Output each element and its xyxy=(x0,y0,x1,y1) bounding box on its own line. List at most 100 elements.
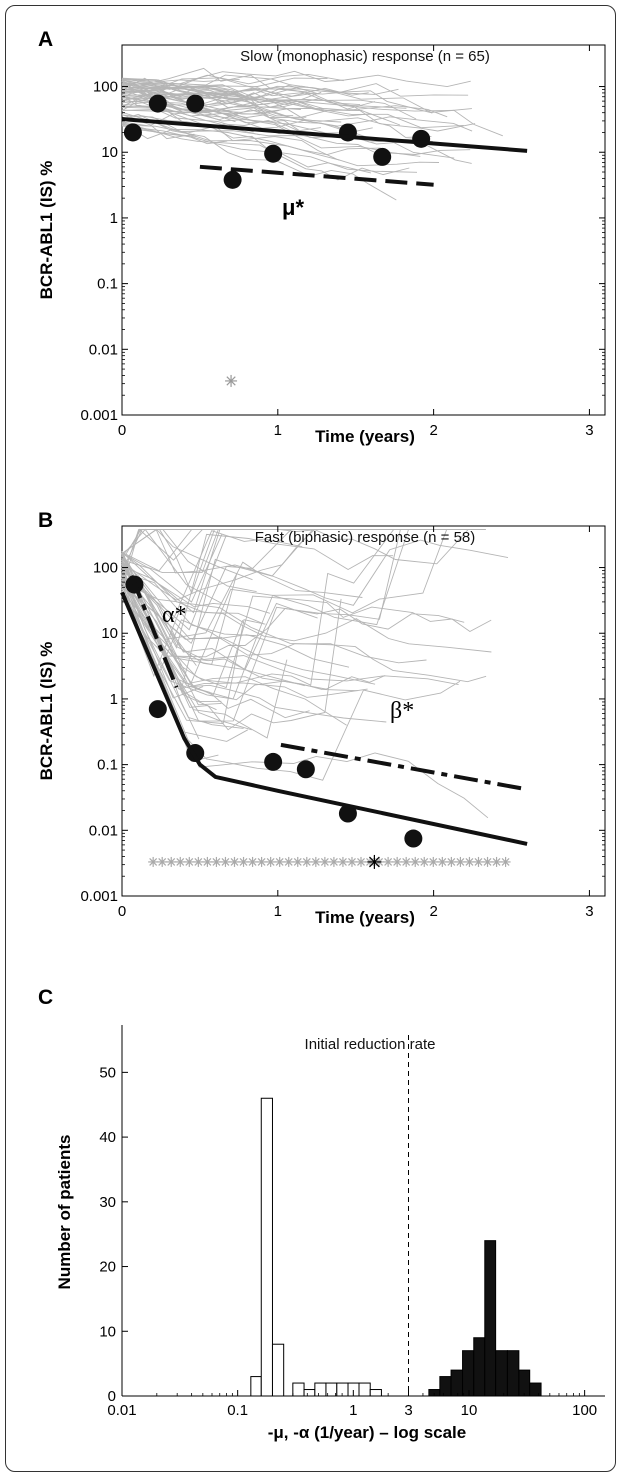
fit-line xyxy=(121,117,528,153)
patient-trace xyxy=(121,530,303,620)
data-point xyxy=(123,123,142,142)
detection-limit-marker xyxy=(401,856,412,867)
patient-trace xyxy=(121,85,230,107)
patient-trace xyxy=(121,78,351,115)
detection-limit-marker xyxy=(473,856,484,867)
panel-b-alpha-label: α* xyxy=(162,602,187,628)
detection-limit-marker xyxy=(247,856,258,867)
y-tick-label: 100 xyxy=(93,560,118,577)
slope-line xyxy=(280,742,528,792)
patient-trace xyxy=(121,84,210,92)
x-tick-label: 2 xyxy=(429,422,437,439)
patient-trace xyxy=(121,109,254,133)
histogram-bar xyxy=(462,1350,475,1397)
data-point xyxy=(296,760,315,779)
detection-limit-marker xyxy=(256,856,267,867)
patient-trace xyxy=(121,529,394,572)
patient-trace xyxy=(121,123,372,174)
figure-frame xyxy=(5,5,616,1472)
y-tick-label: 0 xyxy=(108,1388,116,1405)
data-point xyxy=(412,129,431,148)
patient-trace xyxy=(121,529,257,593)
data-point xyxy=(148,700,167,719)
patient-trace xyxy=(121,78,347,132)
y-tick-label: 0.001 xyxy=(80,407,118,424)
x-tick-label: 3 xyxy=(404,1402,412,1419)
x-tick-label: 0 xyxy=(118,422,126,439)
panel-c-x-ticks: 0.01 0.1 1 3 10 100 xyxy=(107,1390,597,1419)
patient-trace xyxy=(121,533,223,603)
x-tick-label: 0 xyxy=(118,903,126,920)
detection-limit-marker xyxy=(175,856,186,867)
detection-limit-marker xyxy=(346,856,357,867)
detection-limit-marker xyxy=(410,856,421,867)
x-tick-label: 1 xyxy=(274,422,282,439)
fit-line xyxy=(120,591,528,846)
panel-a-plot-area xyxy=(121,44,606,416)
panel-c-letter: C xyxy=(38,986,53,1009)
patient-trace xyxy=(121,552,487,683)
y-tick-label: 20 xyxy=(99,1259,116,1276)
detection-limit-marker xyxy=(482,856,493,867)
x-tick-label: 10 xyxy=(461,1402,478,1419)
detection-limit-marker xyxy=(328,856,339,867)
y-tick-label: 0.1 xyxy=(97,276,118,293)
panel-b-x-ticks: 0 1 2 3 xyxy=(118,526,594,920)
histogram-bar xyxy=(271,1343,285,1397)
detection-limit-marker xyxy=(383,856,394,867)
histogram-bar xyxy=(260,1097,273,1397)
x-tick-label: 1 xyxy=(274,903,282,920)
patient-trace xyxy=(121,529,219,574)
panel-a-y-label: BCR-ABL1 (IS) % xyxy=(37,161,56,300)
patient-trace xyxy=(121,80,399,100)
patient-trace xyxy=(121,94,280,115)
panel-c: C Initial reduction rate 0 10 20 30 40 50 0.0… xyxy=(38,986,605,1442)
histogram-bar xyxy=(314,1382,327,1397)
y-tick-label: 1 xyxy=(110,210,118,227)
panel-c-y-ticks: 0 10 20 30 40 50 xyxy=(99,1064,128,1405)
panel-b: B Fast (biphasic) response (n = 58) α* β… xyxy=(37,509,606,927)
detection-limit-marker xyxy=(157,856,168,867)
detection-limit-marker xyxy=(229,856,240,867)
histogram-bar xyxy=(495,1350,508,1397)
data-point xyxy=(404,829,423,848)
x-tick-label: 3 xyxy=(585,903,593,920)
panel-b-letter: B xyxy=(38,509,53,532)
highlight-asterisk xyxy=(367,854,382,869)
y-tick-label: 1 xyxy=(110,691,118,708)
panel-a-mu-label: μ* xyxy=(282,195,304,220)
x-tick-label: 100 xyxy=(572,1402,597,1419)
panel-b-x-label: Time (years) xyxy=(315,908,415,927)
panel-a-y-ticks: 0.001 0.01 0.1 1 10 100 xyxy=(80,79,605,424)
histogram-bar xyxy=(369,1389,382,1397)
detection-limit-marker xyxy=(301,856,312,867)
detection-limit-marker xyxy=(166,856,177,867)
patient-trace xyxy=(121,77,328,87)
detection-limit-marker xyxy=(211,856,222,867)
patient-trace xyxy=(121,84,319,106)
histogram-bar xyxy=(484,1240,497,1397)
patient-trace xyxy=(121,529,414,686)
patient-trace xyxy=(121,567,459,686)
y-tick-label: 10 xyxy=(99,1323,116,1340)
detection-limit-marker xyxy=(455,856,466,867)
detection-limit-marker xyxy=(148,856,159,867)
slope-line xyxy=(129,575,179,689)
panel-b-beta-label: β* xyxy=(390,698,414,724)
patient-trace xyxy=(121,553,386,701)
panel-b-y-ticks: 0.001 0.01 0.1 1 10 100 xyxy=(80,560,605,905)
histogram-bar xyxy=(292,1382,305,1397)
patient-trace xyxy=(121,529,409,700)
patient-trace xyxy=(121,113,397,201)
y-tick-label: 0.1 xyxy=(97,757,118,774)
patient-trace xyxy=(121,528,469,601)
patient-trace xyxy=(121,572,257,637)
histogram-bar xyxy=(250,1376,262,1397)
histogram-bar xyxy=(529,1382,542,1397)
patient-trace xyxy=(121,590,492,678)
patient-trace xyxy=(121,595,492,689)
detection-limit-marker xyxy=(491,856,502,867)
x-tick-label: 2 xyxy=(429,903,437,920)
patient-trace xyxy=(121,528,223,604)
